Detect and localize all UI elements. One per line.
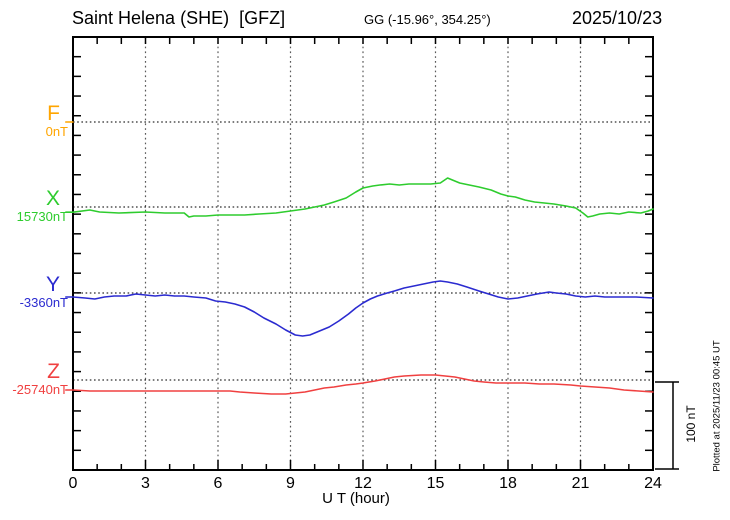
plot-date: 2025/10/23: [572, 8, 663, 28]
series-letter-z: Z: [47, 360, 60, 383]
x-tick-label-18: 18: [499, 475, 517, 492]
x-tick-label-3: 3: [141, 475, 150, 492]
series-baseline-f: 0nT: [45, 124, 68, 139]
plotted-at-note: Plotted at 2025/11/23 00:45 UT: [711, 340, 723, 472]
plot-frame: [72, 36, 654, 471]
series-curve-z: [65, 374, 654, 395]
x-tick-label-24: 24: [644, 475, 662, 492]
x-tick-label-21: 21: [571, 475, 590, 492]
series-letter-y: Y: [45, 273, 60, 296]
x-tick-label-0: 0: [68, 475, 78, 492]
series-curve-x: [65, 177, 654, 218]
series-label-z: Z -25740nT: [0, 360, 68, 397]
series-curve-y: [65, 280, 654, 337]
series-baseline-x: 15730nT: [16, 209, 68, 224]
gg-coordinates: GG (-15.96°, 354.25°): [364, 12, 491, 27]
series-letter-f: F: [47, 102, 60, 125]
x-tick-label-9: 9: [286, 475, 295, 492]
series-letter-x: X: [45, 187, 60, 210]
scale-bar-label: 100 nT: [684, 405, 698, 443]
series-label-y: Y -3360nT: [0, 273, 68, 310]
x-tick-label-6: 6: [213, 475, 223, 492]
station-title: Saint Helena (SHE) [GFZ]: [72, 8, 286, 28]
x-tick-label-12: 12: [354, 475, 372, 492]
series-label-x: X 15730nT: [0, 187, 68, 224]
series-label-f: F 0nT: [0, 102, 68, 139]
series-baseline-y: -3360nT: [19, 295, 68, 310]
x-tick-label-15: 15: [426, 475, 445, 492]
x-axis-title: U T (hour): [322, 490, 390, 507]
series-baseline-z: -25740nT: [12, 382, 68, 397]
